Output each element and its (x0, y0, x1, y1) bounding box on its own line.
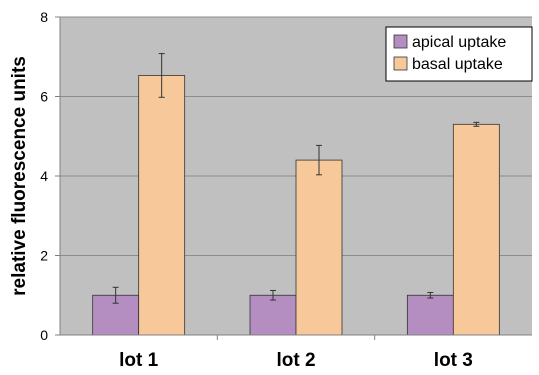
legend-label: apical uptake (412, 34, 506, 51)
y-axis: 0 2 4 6 8 (40, 9, 532, 343)
bar (138, 75, 186, 336)
x-tick-label: lot 2 (276, 350, 315, 371)
bar (249, 294, 297, 336)
x-tick-label: lot 3 (434, 350, 473, 371)
bar (295, 159, 343, 336)
bars (92, 75, 500, 336)
legend-box (385, 26, 533, 82)
legend-label: basal uptake (412, 56, 503, 73)
bar (452, 123, 500, 336)
y-tick-label: 0 (40, 327, 48, 343)
y-tick-label: 2 (40, 248, 48, 264)
x-tick-label: lot 1 (119, 350, 158, 371)
error-bars (112, 53, 480, 304)
legend-swatch (393, 34, 408, 49)
y-tick-label: 8 (40, 9, 48, 25)
legend-swatch (393, 56, 408, 71)
y-tick-label: 4 (40, 168, 48, 184)
y-tick-label: 6 (40, 89, 48, 105)
x-axis: lot 1 lot 2 lot 3 (119, 335, 473, 371)
bar (406, 294, 454, 336)
legend: apical uptake basal uptake (385, 26, 533, 82)
y-axis-title: relative fluorescence units (9, 56, 30, 296)
